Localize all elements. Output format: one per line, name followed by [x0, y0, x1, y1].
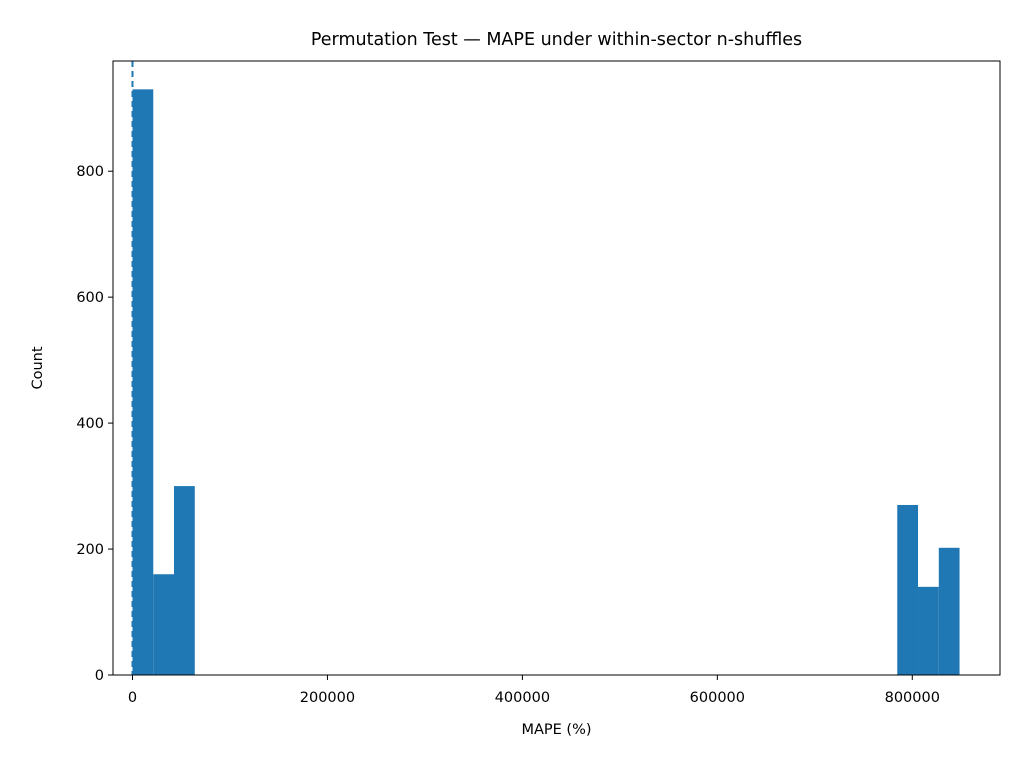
y-tick-label: 400: [76, 416, 104, 432]
y-axis-label: Count: [30, 346, 46, 389]
plot-frame: [112, 60, 1001, 676]
x-axis-ticks: 0 200000 400000 600000 800000: [128, 675, 940, 706]
x-tick-label: 800000: [885, 690, 940, 706]
histogram-bar-3: [174, 486, 195, 675]
bars-layer: [132, 89, 960, 676]
y-tick-label: 600: [76, 290, 104, 306]
x-axis-label: MAPE (%): [521, 722, 591, 738]
x-tick-label: 0: [128, 690, 137, 706]
y-axis-ticks: 0 200 400 600 800: [76, 164, 113, 684]
y-tick-label: 800: [76, 164, 104, 180]
y-tick-label: 200: [76, 542, 104, 558]
chart-title: Permutation Test — MAPE under within-sec…: [311, 30, 802, 50]
histogram-bar-1: [132, 89, 154, 676]
histogram-bar-6: [938, 547, 960, 675]
histogram-bar-5: [918, 586, 939, 675]
histogram-bar-4: [897, 504, 919, 675]
y-tick-label: 0: [95, 668, 104, 684]
x-tick-label: 600000: [690, 690, 745, 706]
x-tick-label: 200000: [300, 690, 355, 706]
x-tick-label: 400000: [495, 690, 550, 706]
histogram-bar-2: [153, 574, 175, 675]
